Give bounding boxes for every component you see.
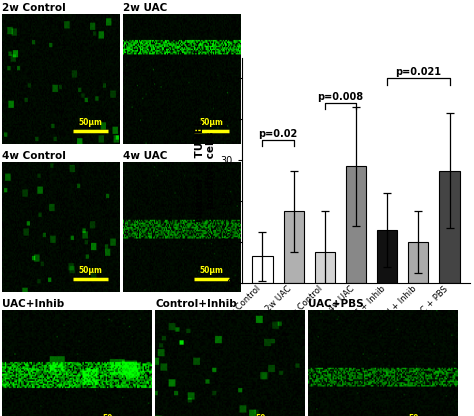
Bar — [315, 253, 335, 283]
Text: UAC+PBS: UAC+PBS — [308, 299, 364, 309]
Text: UAC+Inhib: UAC+Inhib — [2, 299, 64, 309]
Bar — [377, 230, 397, 283]
Text: p=0.02: p=0.02 — [258, 129, 298, 139]
Text: 50μm: 50μm — [409, 414, 432, 416]
Text: 50μm: 50μm — [102, 414, 127, 416]
Text: 50μm: 50μm — [79, 266, 102, 275]
Bar — [408, 242, 428, 283]
Text: 50μm: 50μm — [200, 118, 223, 127]
Text: p=0.008: p=0.008 — [318, 92, 364, 102]
Y-axis label: number of TUNEL
positive cells: number of TUNEL positive cells — [195, 119, 217, 222]
Text: 50μm: 50μm — [79, 118, 102, 127]
Text: 50μm: 50μm — [255, 414, 280, 416]
Bar — [439, 171, 460, 283]
Text: p=0.021: p=0.021 — [395, 67, 441, 77]
Bar — [252, 256, 273, 283]
Text: 4w Control: 4w Control — [2, 151, 66, 161]
Text: 4w UAC: 4w UAC — [123, 151, 167, 161]
Text: 2w UAC: 2w UAC — [123, 3, 167, 13]
Bar — [346, 166, 366, 283]
Text: 50μm: 50μm — [200, 266, 223, 275]
Text: Control+Inhib: Control+Inhib — [155, 299, 237, 309]
Bar — [283, 211, 304, 283]
Text: 2w Control: 2w Control — [2, 3, 66, 13]
